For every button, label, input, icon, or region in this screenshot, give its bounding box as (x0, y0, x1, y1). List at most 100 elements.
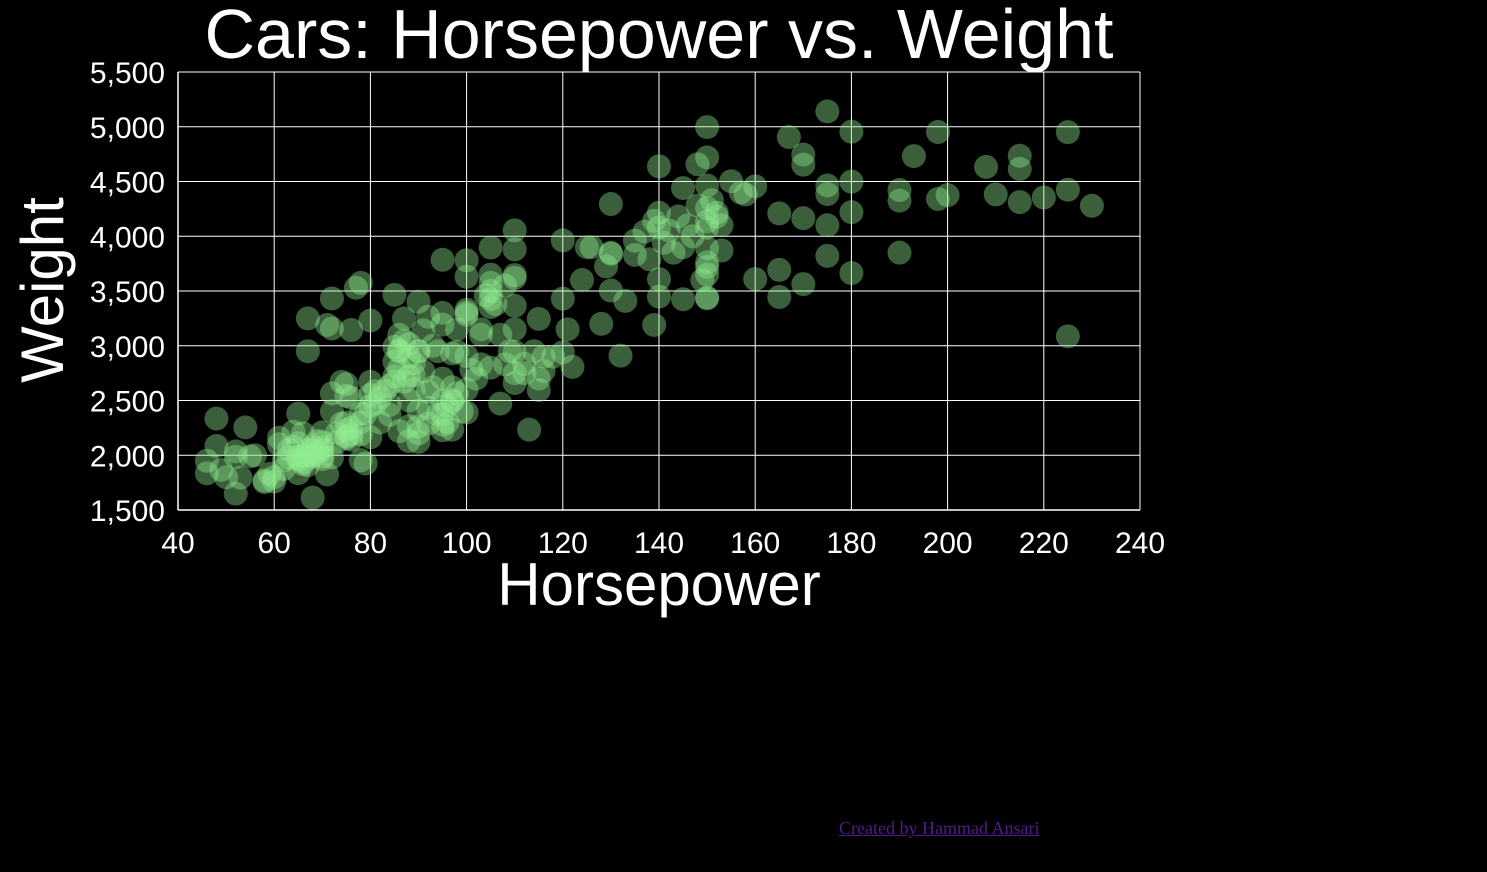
tick-labels: 40 60 80 100 120 140 160 180 200 220 240 1,500 2,000… (90, 57, 1165, 560)
data-point (348, 410, 373, 435)
x-tick-label: 80 (354, 527, 387, 560)
data-point (1007, 156, 1032, 181)
data-point (267, 425, 292, 450)
data-point (695, 145, 720, 170)
data-point (348, 270, 373, 295)
data-point (392, 306, 417, 331)
data-point (305, 429, 330, 454)
data-point (728, 180, 753, 205)
data-point (469, 317, 494, 342)
data-point (315, 312, 340, 337)
data-point (887, 178, 912, 203)
data-point (502, 370, 527, 395)
x-tick-label: 120 (538, 527, 588, 560)
data-point (334, 418, 359, 443)
data-point (262, 469, 287, 494)
x-tick-label: 40 (161, 527, 194, 560)
credit-link[interactable]: Created by Hammad Ansari (839, 818, 1040, 838)
data-point (300, 443, 325, 468)
data-point (257, 461, 282, 486)
data-point (430, 418, 455, 443)
data-point (925, 120, 950, 145)
data-point (435, 393, 460, 418)
data-point (430, 388, 455, 413)
data-point (695, 250, 720, 275)
data-point (276, 437, 301, 462)
y-tick-label: 2,500 (90, 386, 165, 419)
data-point (695, 286, 720, 311)
data-point (488, 322, 513, 347)
data-point (440, 389, 465, 414)
data-point (430, 402, 455, 427)
data-point (295, 453, 320, 478)
data-point (223, 444, 248, 469)
data-point (310, 438, 335, 463)
data-point (680, 224, 705, 249)
data-point (478, 235, 503, 260)
data-point (295, 306, 320, 331)
data-point (411, 318, 436, 343)
data-point (324, 421, 349, 446)
data-point (454, 377, 479, 402)
data-point (589, 311, 614, 336)
data-point (387, 338, 412, 363)
data-point (406, 339, 431, 364)
data-point (502, 237, 527, 262)
data-point (286, 447, 311, 472)
x-tick-label: 60 (258, 527, 291, 560)
data-point (637, 247, 662, 272)
data-point (526, 366, 551, 391)
data-point (334, 372, 359, 397)
data-point (440, 375, 465, 400)
data-point (502, 263, 527, 288)
data-point (228, 465, 253, 490)
data-point (695, 196, 720, 221)
data-point (339, 385, 364, 410)
data-point (791, 152, 816, 177)
data-point (574, 235, 599, 260)
data-point (647, 154, 671, 179)
data-point (430, 412, 455, 437)
data-point (368, 410, 393, 435)
data-point (286, 461, 311, 486)
y-tick-label: 5,000 (90, 112, 165, 145)
data-point (690, 268, 715, 293)
data-point (286, 401, 311, 426)
data-point (974, 154, 999, 179)
data-point (430, 247, 455, 272)
data-point (430, 312, 455, 337)
data-point (815, 213, 840, 238)
data-point (310, 444, 335, 469)
data-point (478, 355, 503, 380)
data-point (310, 435, 335, 460)
data-point (767, 257, 792, 282)
data-point (214, 465, 239, 490)
data-point (521, 339, 546, 364)
data-point (685, 193, 710, 218)
data-point (622, 242, 647, 267)
x-tick-label: 160 (730, 527, 780, 560)
data-point (329, 369, 354, 394)
data-point (839, 200, 864, 225)
data-point (647, 284, 671, 309)
data-point (295, 437, 320, 462)
data-point (695, 254, 720, 279)
data-point (310, 447, 335, 472)
chart-title: Cars: Horsepower vs. Weight (204, 0, 1113, 73)
data-point (420, 375, 445, 400)
data-point (387, 339, 412, 364)
data-point (454, 300, 479, 325)
data-point (334, 426, 359, 451)
data-point (935, 183, 960, 208)
data-point (406, 429, 431, 454)
data-point (334, 383, 359, 408)
data-point (497, 339, 522, 364)
data-point (454, 400, 479, 425)
data-point (983, 182, 1008, 207)
data-point (656, 218, 681, 243)
data-point (368, 385, 393, 410)
data-point (550, 340, 575, 365)
data-point (695, 209, 720, 234)
data-point (271, 448, 296, 473)
